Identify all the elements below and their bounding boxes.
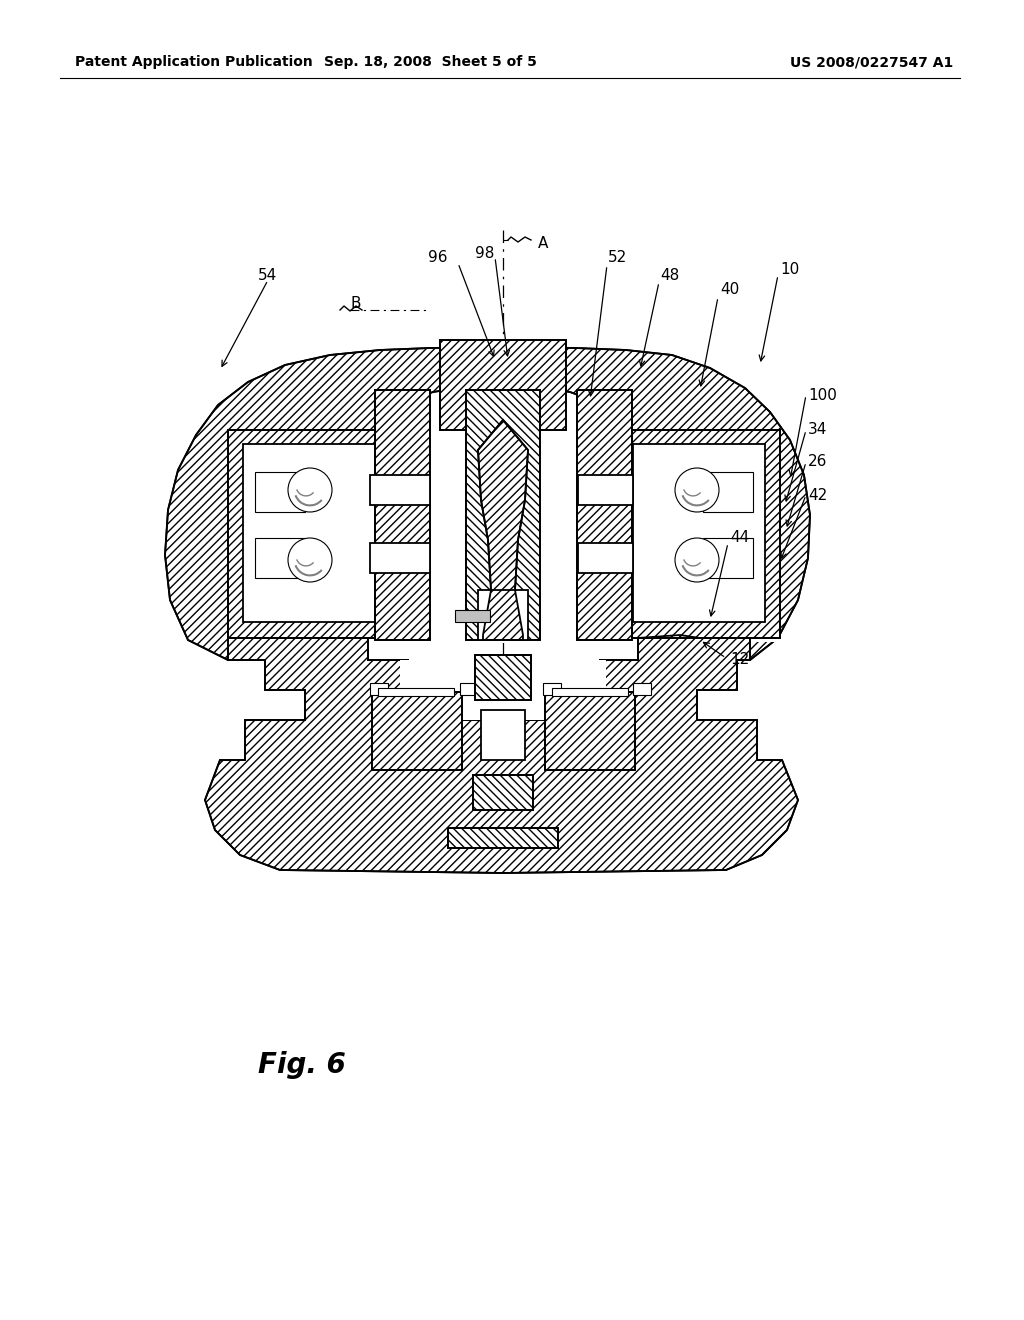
Text: 44: 44 [730,531,750,545]
Bar [703,473,753,512]
Text: 26: 26 [808,454,827,470]
Bar [618,430,780,638]
Text: Sep. 18, 2008  Sheet 5 of 5: Sep. 18, 2008 Sheet 5 of 5 [324,55,537,69]
Bar [400,660,606,719]
Circle shape [288,469,332,512]
Circle shape [288,539,332,582]
Text: 10: 10 [780,263,800,277]
Text: 34: 34 [808,422,827,437]
Bar [378,688,454,696]
Bar [460,682,478,696]
Bar [618,430,780,638]
Bar [370,475,430,506]
Bar [455,610,490,622]
Bar [440,341,566,430]
Bar [703,539,753,578]
Text: 52: 52 [608,251,628,265]
Circle shape [675,539,719,582]
Bar [370,682,388,696]
Text: 12: 12 [730,652,750,668]
Text: Patent Application Publication: Patent Application Publication [75,55,312,69]
Bar [473,775,534,810]
Bar [618,432,778,642]
Bar [372,692,462,770]
Bar [449,828,558,847]
Bar [473,775,534,810]
Bar [633,444,765,622]
Bar [228,430,390,638]
Bar [228,432,390,642]
Circle shape [675,469,719,512]
Bar [481,710,525,760]
Text: US 2008/0227547 A1: US 2008/0227547 A1 [790,55,953,69]
Bar [578,543,633,573]
Bar [545,692,635,770]
Bar [466,389,540,640]
Text: 40: 40 [720,282,739,297]
Text: 96: 96 [428,251,447,265]
Bar [478,590,528,640]
Bar [552,688,628,696]
Bar [372,692,462,770]
Polygon shape [478,420,528,640]
Bar [475,655,531,700]
Bar [475,655,531,700]
Bar [255,539,305,578]
Bar [633,682,651,696]
Bar [545,692,635,770]
Bar [578,475,633,506]
Text: A: A [538,235,549,251]
Bar [370,543,430,573]
Text: 98: 98 [475,246,495,260]
Text: B: B [350,296,360,310]
Text: 100: 100 [808,388,837,403]
Polygon shape [375,389,430,640]
Bar [255,473,305,512]
Polygon shape [165,347,810,660]
Text: 54: 54 [258,268,278,282]
Bar [243,444,375,622]
Bar [440,341,566,430]
Bar [466,389,540,640]
Bar [449,828,558,847]
Text: 42: 42 [808,487,827,503]
Polygon shape [205,635,798,873]
Bar [228,430,390,638]
Text: 48: 48 [660,268,679,282]
Polygon shape [577,389,632,640]
Bar [543,682,561,696]
Text: Fig. 6: Fig. 6 [258,1051,346,1078]
